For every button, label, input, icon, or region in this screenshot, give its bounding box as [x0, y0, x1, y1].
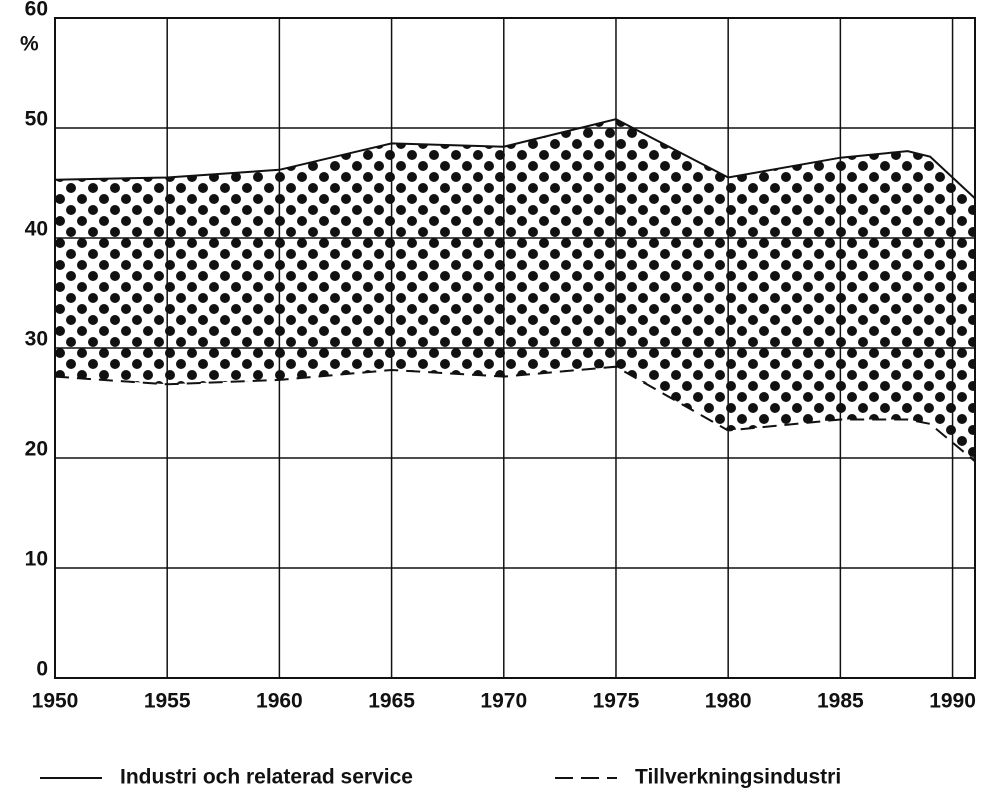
y-tick-label: 40: [25, 218, 48, 241]
x-tick-label: 1955: [144, 690, 191, 713]
x-tick-label: 1990: [929, 690, 976, 713]
x-tick-label: 1950: [32, 690, 79, 713]
legend-label: Industri och relaterad service: [120, 766, 413, 789]
x-tick-label: 1965: [368, 690, 415, 713]
legend-label: Tillverkningsindustri: [635, 766, 841, 789]
y-tick-label: 30: [25, 328, 48, 351]
line: [54, 118, 976, 200]
y-tick-label: 60: [25, 0, 48, 21]
y-tick-label: 20: [25, 438, 48, 461]
y-tick-label: 50: [25, 108, 48, 131]
y-tick-label: 0: [36, 658, 48, 681]
shaded-band: [55, 119, 975, 462]
x-tick-label: 1970: [480, 690, 527, 713]
y-unit: %: [20, 33, 39, 56]
x-tick-label: 1975: [593, 690, 640, 713]
x-tick-label: 1985: [817, 690, 864, 713]
x-tick-label: 1980: [705, 690, 752, 713]
x-tick-label: 1960: [256, 690, 303, 713]
plot-frame: [54, 17, 976, 679]
line: [54, 365, 976, 463]
y-tick-label: 10: [25, 548, 48, 571]
